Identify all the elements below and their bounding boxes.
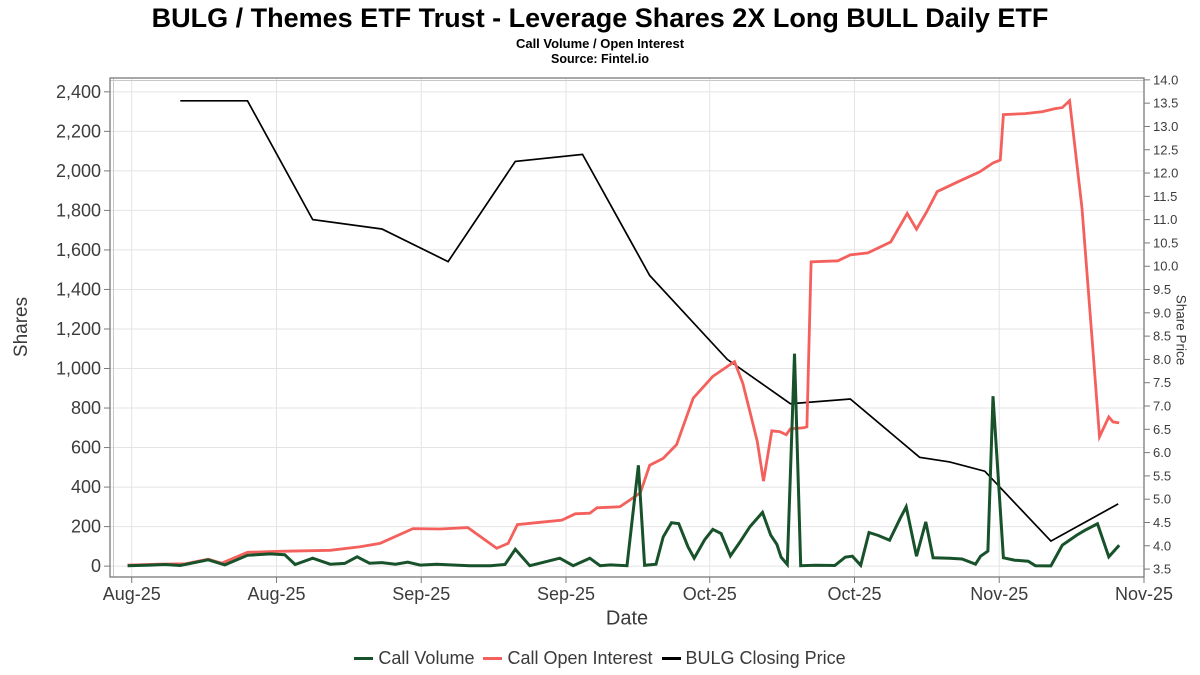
y-left-tick-label: 200	[71, 517, 101, 537]
y-right-tick-label: 4.0	[1153, 538, 1171, 553]
y-right-tick-label: 13.0	[1153, 119, 1178, 134]
y-left-tick-label: 0	[91, 556, 101, 576]
x-tick-label: Sep-25	[537, 584, 595, 604]
x-tick-label: Aug-25	[103, 584, 161, 604]
y-left-tick-label: 2,400	[56, 82, 101, 102]
x-tick-label: Sep-25	[392, 584, 450, 604]
chart-legend: Call Volume Call Open Interest BULG Clos…	[0, 648, 1200, 669]
y-left-tick-label: 400	[71, 477, 101, 497]
y-right-tick-label: 9.5	[1153, 282, 1171, 297]
bulg-closing-price-swatch-icon	[661, 657, 681, 660]
y-right-tick-label: 5.0	[1153, 492, 1171, 507]
legend-label: Call Volume	[378, 648, 475, 668]
y-left-tick-label: 800	[71, 398, 101, 418]
y-left-tick-label: 2,000	[56, 161, 101, 181]
legend-label: Call Open Interest	[507, 648, 653, 668]
y-left-tick-label: 2,200	[56, 121, 101, 141]
legend-item-bulg-closing-price[interactable]: BULG Closing Price	[661, 648, 846, 669]
y-right-tick-label: 10.0	[1153, 259, 1178, 274]
y-right-tick-label: 11.5	[1153, 189, 1177, 204]
y-axis-left-title: Shares	[11, 296, 32, 358]
y-right-tick-label: 6.5	[1153, 422, 1171, 437]
y-right-tick-label: 11.0	[1153, 212, 1177, 227]
chart-source: Source: Fintel.io	[551, 52, 649, 66]
y-left-tick-label: 1,800	[56, 200, 101, 220]
y-right-tick-label: 10.5	[1153, 235, 1178, 250]
legend-item-call-volume[interactable]: Call Volume	[354, 648, 474, 669]
y-left-tick-label: 1,400	[56, 279, 101, 299]
y-right-tick-label: 8.0	[1153, 352, 1171, 367]
chart-subtitle: Call Volume / Open Interest	[515, 36, 685, 51]
y-right-tick-label: 14.0	[1153, 72, 1178, 87]
y-right-tick-label: 13.5	[1153, 96, 1178, 111]
legend-item-call-open-interest[interactable]: Call Open Interest	[483, 648, 653, 669]
y-right-tick-label: 4.5	[1153, 515, 1171, 530]
x-tick-label: Oct-25	[827, 584, 881, 604]
call-volume-swatch-icon	[354, 657, 374, 660]
plot-border	[109, 77, 1145, 578]
y-right-tick-label: 12.5	[1153, 142, 1178, 157]
chart-title: BULG / Themes ETF Trust - Leverage Share…	[151, 3, 1049, 33]
y-right-tick-label: 7.5	[1153, 375, 1171, 390]
y-axis-right-title: Share Price	[1173, 294, 1189, 366]
series-line-bulg-closing-price	[180, 99, 1119, 543]
y-right-tick-label: 12.0	[1153, 166, 1178, 181]
x-axis-title: Date	[605, 607, 649, 630]
x-tick-label: Nov-25	[1115, 584, 1173, 604]
y-left-tick-label: 1,600	[56, 240, 101, 260]
y-left-tick-label: 600	[71, 438, 101, 458]
y-right-tick-label: 3.5	[1153, 562, 1171, 577]
x-tick-label: Aug-25	[247, 584, 305, 604]
call-open-interest-swatch-icon	[483, 657, 503, 660]
y-left-tick-label: 1,200	[56, 319, 101, 339]
series-line-call-open-interest	[127, 97, 1120, 567]
y-right-tick-label: 6.0	[1153, 445, 1171, 460]
y-right-tick-label: 7.0	[1153, 399, 1171, 414]
y-right-tick-label: 8.5	[1153, 329, 1171, 344]
y-right-tick-label: 5.5	[1153, 468, 1171, 483]
legend-label: BULG Closing Price	[685, 648, 846, 668]
x-tick-label: Oct-25	[683, 584, 737, 604]
y-right-tick-label: 9.0	[1153, 305, 1171, 320]
series-line-call-volume	[127, 353, 1121, 569]
y-left-tick-label: 1,000	[56, 359, 101, 379]
x-tick-label: Nov-25	[970, 584, 1028, 604]
